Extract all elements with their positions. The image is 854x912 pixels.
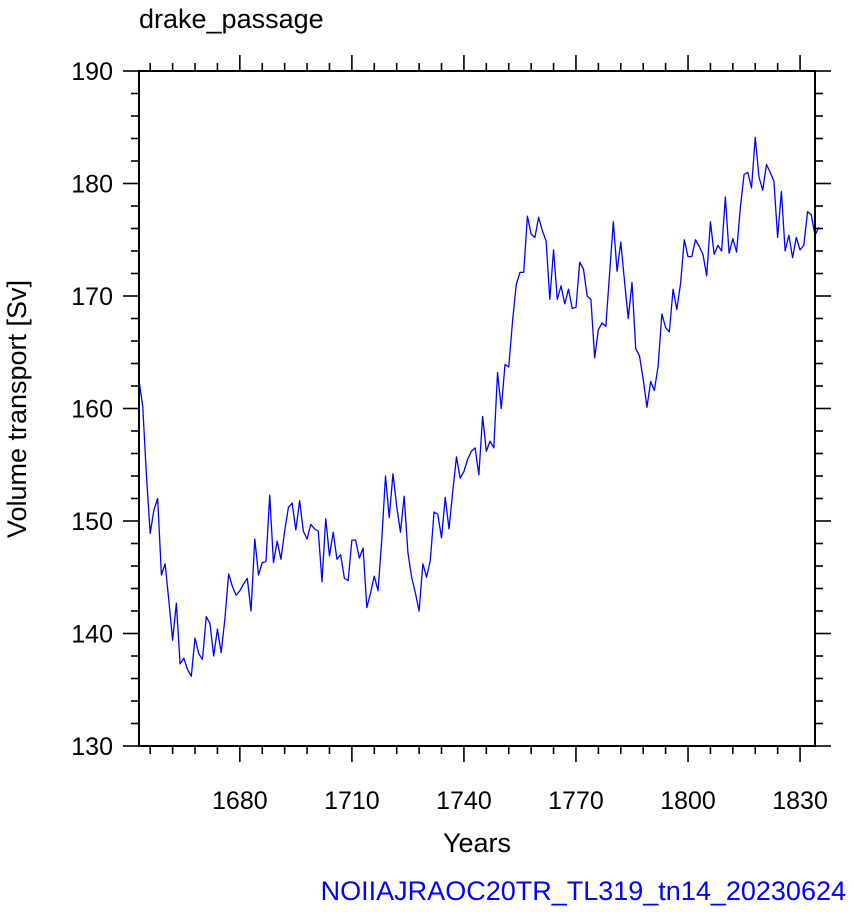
x-axis-label: Years — [443, 828, 511, 858]
x-tick-label: 1680 — [212, 787, 268, 815]
y-tick-label: 170 — [71, 283, 113, 311]
y-axis-label: Volume transport [Sv] — [2, 280, 32, 538]
y-tick-label: 150 — [71, 508, 113, 536]
footer-label: NOIIAJRAOC20TR_TL319_tn14_20230624 — [321, 876, 846, 906]
axis-ticks — [123, 55, 831, 762]
x-tick-label: 1740 — [436, 787, 492, 815]
x-tick-label: 1710 — [324, 787, 380, 815]
chart-title: drake_passage — [139, 4, 324, 34]
x-tick-label: 1770 — [548, 787, 604, 815]
y-tick-label: 160 — [71, 396, 113, 424]
x-tick-label: 1830 — [772, 787, 828, 815]
y-tick-label: 140 — [71, 621, 113, 649]
plot-frame — [138, 70, 816, 747]
y-tick-label: 180 — [71, 171, 113, 199]
tick-labels: 130 140 150 160 170 180 190 1680 1710 1740 1770 180… — [71, 58, 828, 815]
series-line — [138, 136, 820, 677]
y-tick-label: 190 — [71, 58, 113, 86]
x-tick-label: 1800 — [660, 787, 716, 815]
y-tick-label: 130 — [71, 733, 113, 761]
